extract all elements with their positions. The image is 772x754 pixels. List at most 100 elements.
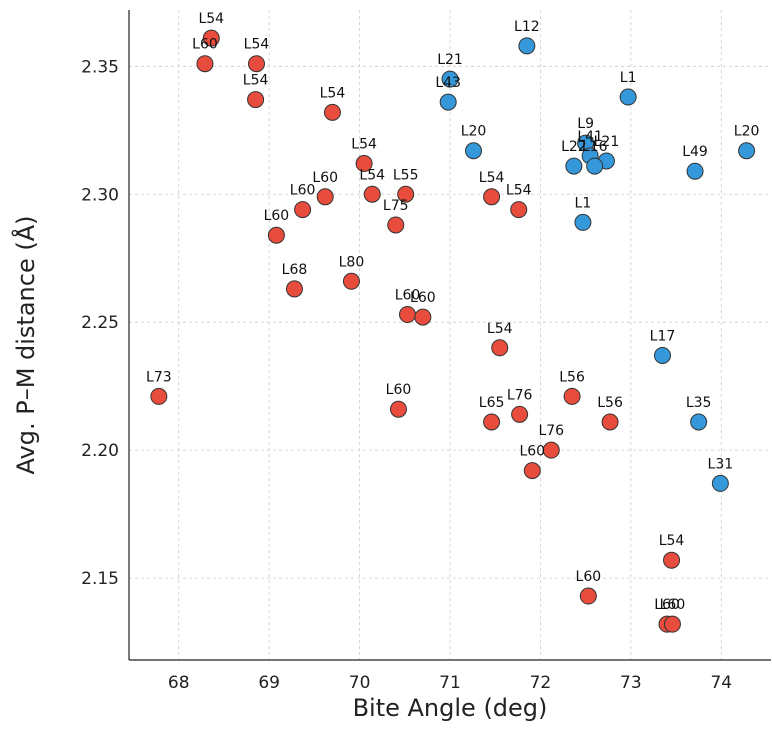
data-point	[579, 587, 597, 605]
data-point	[294, 201, 312, 219]
data-point	[518, 37, 536, 55]
data-point	[202, 29, 220, 47]
data-point	[563, 387, 581, 405]
data-point	[738, 142, 756, 160]
point-label: L54	[320, 85, 346, 101]
point-label: L41	[577, 129, 603, 145]
point-label: L60	[386, 382, 412, 398]
data-point	[653, 346, 671, 364]
point-label: L60	[290, 183, 316, 199]
point-label: L73	[146, 369, 172, 385]
data-point	[663, 615, 681, 633]
y-axis-title: Avg. P–M distance (Å)	[11, 216, 40, 475]
point-label: L16	[582, 139, 608, 155]
point-label: L21	[594, 134, 620, 150]
data-point	[316, 188, 334, 206]
point-label: L60	[395, 288, 421, 304]
point-label: L54	[359, 167, 385, 183]
data-point	[711, 474, 729, 492]
point-label: L60	[312, 170, 338, 186]
data-point	[342, 272, 360, 290]
point-label: L68	[282, 262, 308, 278]
data-point	[663, 551, 681, 569]
data-points	[150, 29, 756, 633]
point-label: L65	[479, 395, 505, 411]
point-label: L60	[660, 597, 686, 613]
data-point	[387, 216, 405, 234]
x-tick-label: 69	[258, 673, 280, 693]
data-point	[363, 185, 381, 203]
point-label: L12	[514, 19, 540, 35]
x-tick-label: 71	[439, 673, 461, 693]
point-label: L9	[577, 116, 594, 132]
point-label: L22	[561, 139, 587, 155]
data-point	[247, 91, 265, 109]
data-point	[690, 413, 708, 431]
data-point	[523, 462, 541, 480]
y-tick-label: 2.15	[81, 569, 119, 589]
data-point	[586, 157, 604, 175]
point-label: L54	[659, 533, 685, 549]
y-tick-labels: 2.15 2.20 2.25 2.30 2.35	[81, 57, 119, 589]
point-label: L20	[461, 124, 487, 140]
data-point	[267, 226, 285, 244]
data-point	[247, 55, 265, 73]
point-label: L55	[393, 167, 419, 183]
data-point	[511, 405, 529, 423]
data-point	[323, 103, 341, 121]
data-point	[441, 70, 459, 88]
data-point	[397, 185, 415, 203]
point-label: L56	[559, 369, 585, 385]
point-label: L54	[506, 183, 532, 199]
y-tick-label: 2.20	[81, 441, 119, 461]
point-label: L54	[244, 37, 270, 53]
y-tick-label: 2.35	[81, 57, 119, 77]
x-tick-label: 74	[710, 673, 732, 693]
x-tick-labels: 68 69 70 71 72 73 74	[168, 673, 732, 693]
x-tick-label: 68	[168, 673, 190, 693]
point-label: L60	[654, 597, 680, 613]
data-point	[619, 88, 637, 106]
data-point	[285, 280, 303, 298]
point-label: L54	[243, 73, 269, 89]
data-point	[465, 142, 483, 160]
data-point	[574, 213, 592, 231]
data-point	[439, 93, 457, 111]
data-point	[414, 308, 432, 326]
point-label: L49	[682, 144, 708, 160]
data-point	[686, 162, 704, 180]
x-axis-title: Bite Angle (deg)	[353, 694, 548, 722]
point-label: L31	[708, 456, 734, 472]
y-tick-label: 2.25	[81, 313, 119, 333]
data-point	[491, 339, 509, 357]
point-label: L60	[264, 208, 290, 224]
x-tick-label: 72	[530, 673, 552, 693]
point-label: L60	[192, 37, 218, 53]
x-tick-label: 70	[349, 673, 371, 693]
grid-lines	[129, 10, 771, 660]
point-label: L76	[538, 423, 564, 439]
data-point	[399, 306, 417, 324]
data-point	[150, 387, 168, 405]
data-point	[355, 155, 373, 173]
point-label: L76	[507, 387, 533, 403]
point-label: L54	[198, 11, 224, 27]
point-label: L1	[620, 70, 637, 86]
point-label: L80	[339, 254, 365, 270]
point-label: L54	[479, 170, 505, 186]
data-point	[601, 413, 619, 431]
data-point	[510, 201, 528, 219]
data-point	[389, 400, 407, 418]
point-label: L35	[686, 395, 712, 411]
data-point	[483, 413, 501, 431]
point-label: L17	[650, 328, 676, 344]
x-tick-label: 73	[620, 673, 642, 693]
point-label: L60	[576, 569, 602, 585]
data-point	[565, 157, 583, 175]
point-label: L60	[519, 444, 545, 460]
point-label: L56	[597, 395, 623, 411]
point-label: L54	[487, 321, 513, 337]
point-label: L54	[351, 137, 377, 153]
